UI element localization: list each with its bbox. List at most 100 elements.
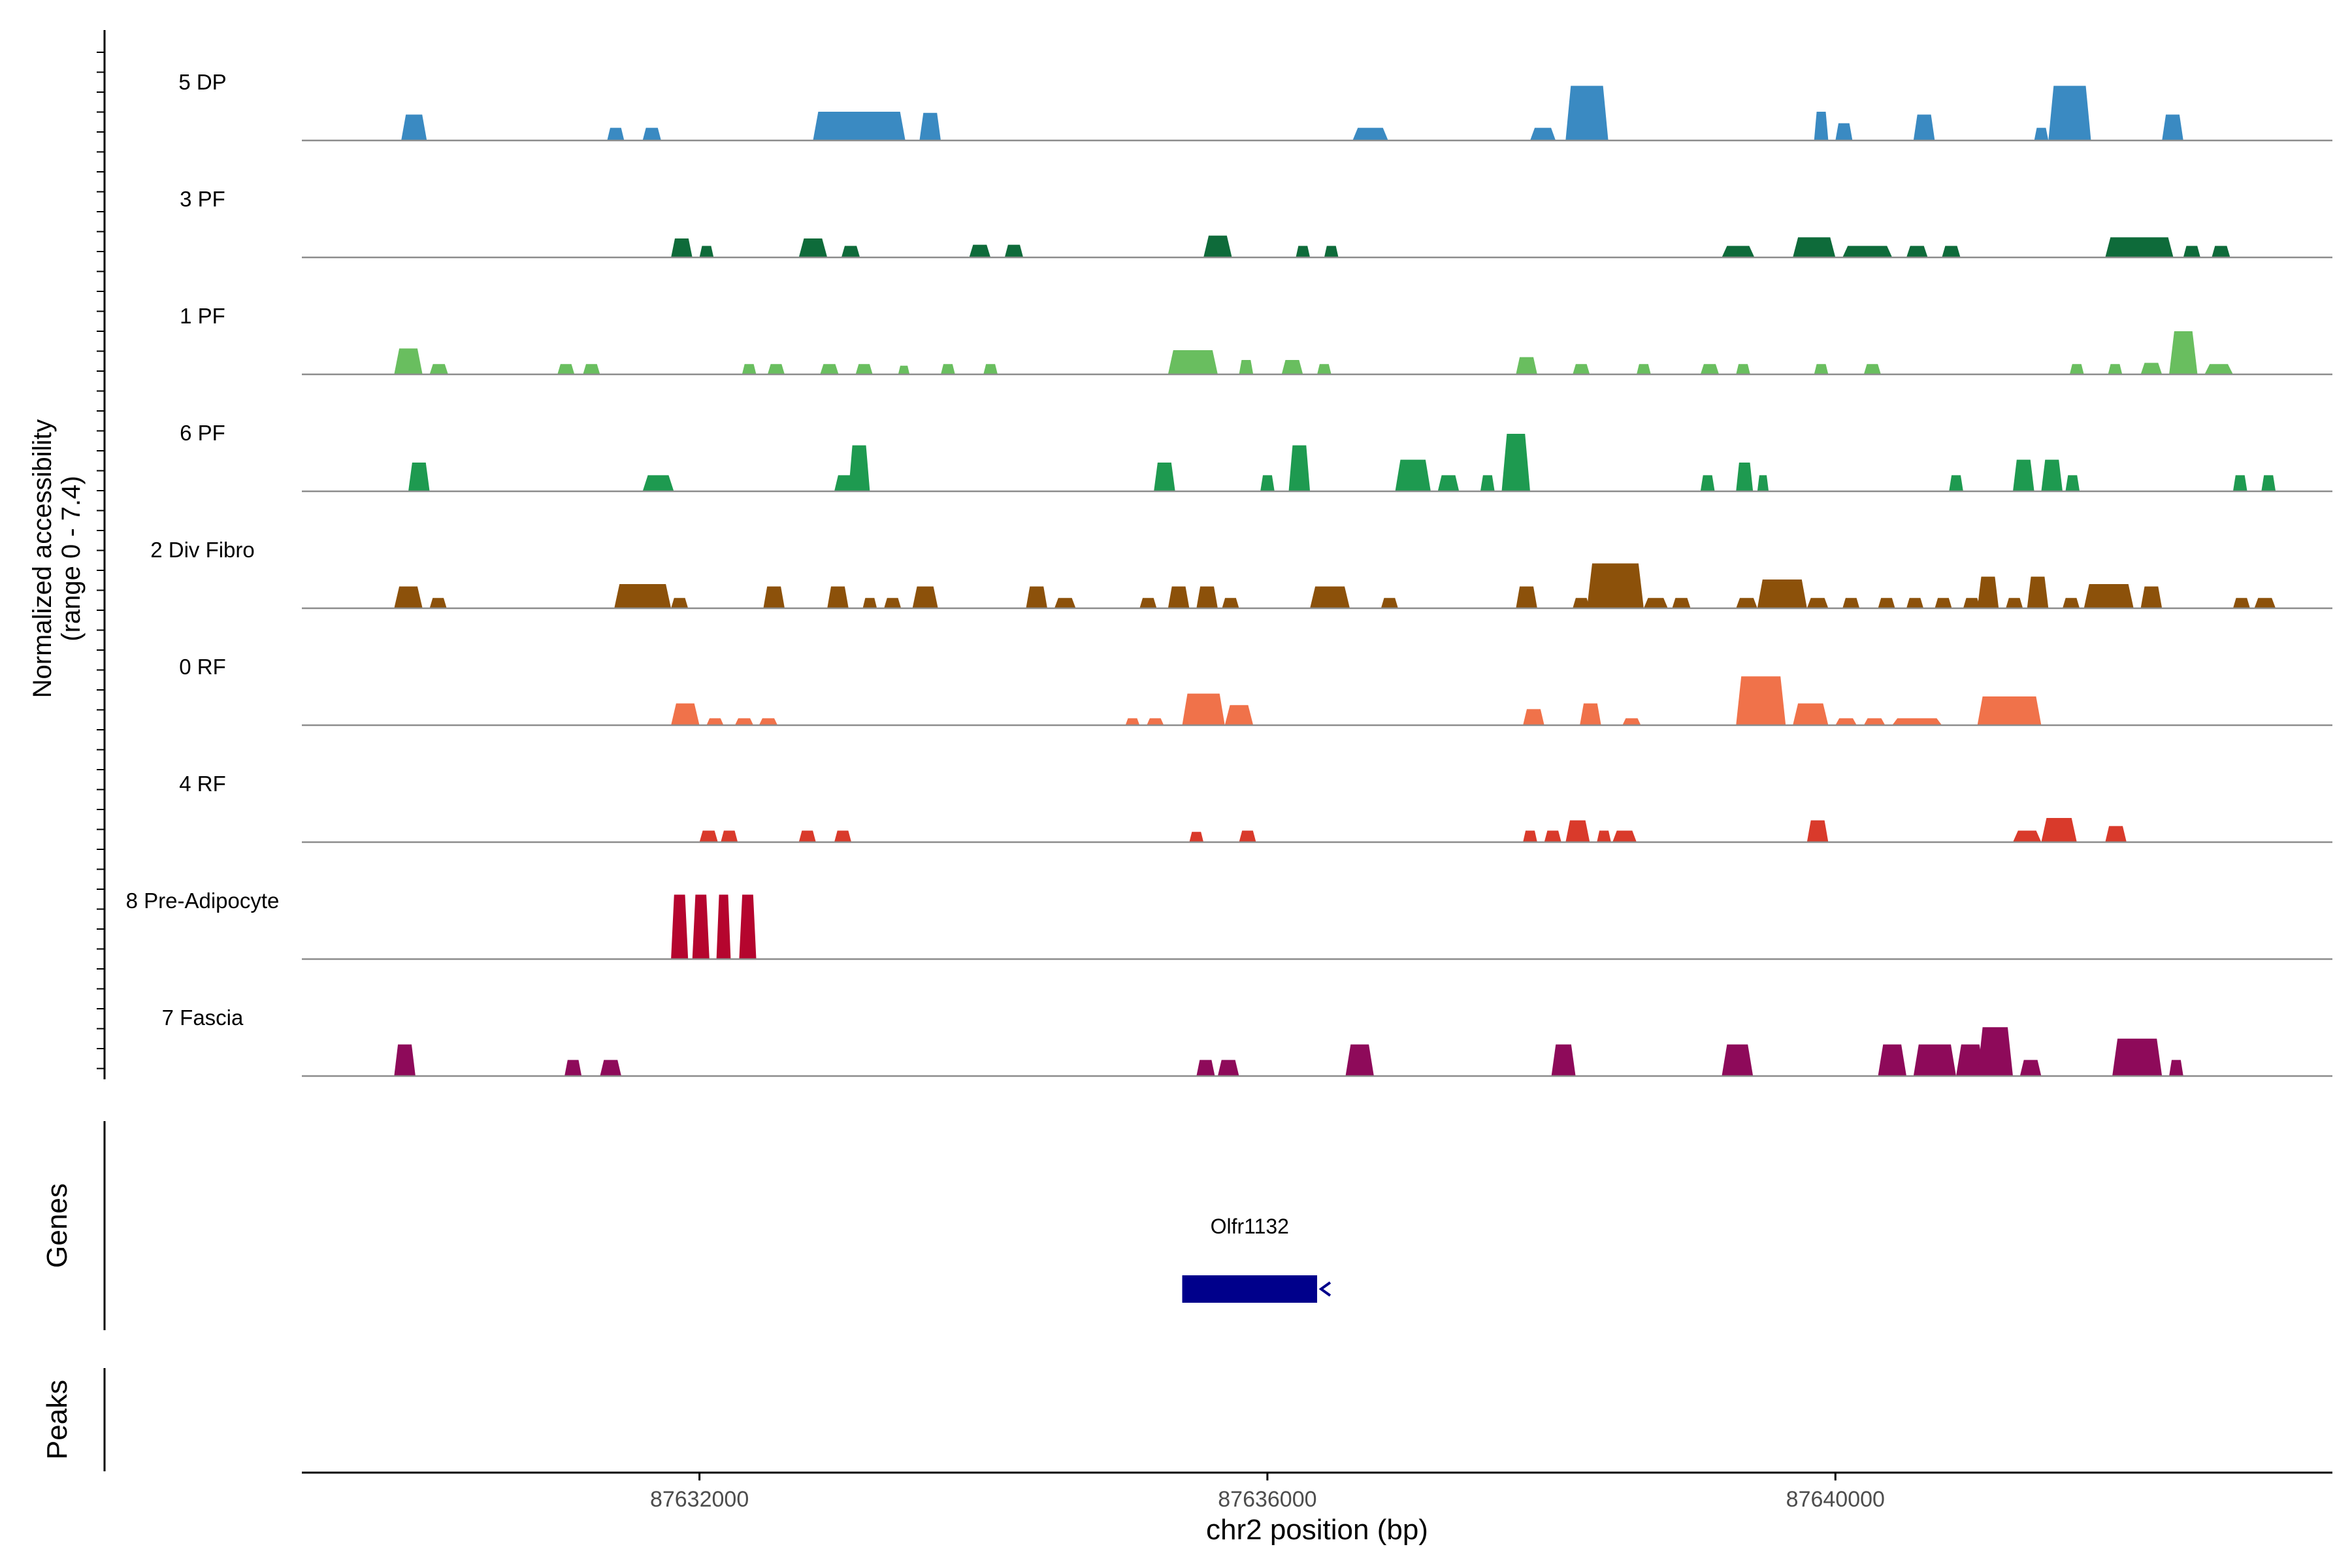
accessibility-peak	[2108, 364, 2123, 374]
accessibility-peak	[394, 348, 423, 374]
accessibility-peak	[734, 718, 754, 725]
accessibility-peak	[716, 894, 731, 959]
accessibility-peak	[1147, 718, 1164, 725]
track: 5 DP	[178, 70, 2332, 142]
accessibility-peak	[1288, 445, 1311, 491]
accessibility-peak	[2204, 364, 2233, 374]
accessibility-peak	[2162, 114, 2183, 140]
accessibility-peak	[827, 586, 849, 608]
accessibility-peak	[1842, 246, 1893, 257]
accessibility-peak	[2065, 475, 2080, 491]
accessibility-peak	[2169, 331, 2198, 374]
accessibility-peak	[1722, 1044, 1754, 1076]
accessibility-peak	[912, 586, 938, 608]
track-label: 7 Fascia	[162, 1005, 244, 1030]
accessibility-peak	[1565, 86, 1609, 140]
accessibility-peak	[564, 1060, 582, 1076]
accessibility-peak	[1154, 463, 1175, 491]
accessibility-peak	[671, 238, 693, 257]
accessibility-peak	[1672, 598, 1691, 608]
accessibility-peak	[1736, 463, 1754, 491]
accessibility-peak	[2140, 586, 2163, 608]
accessibility-peak	[1587, 563, 1644, 608]
accessibility-peak	[820, 364, 839, 374]
accessibility-peak	[1863, 364, 1881, 374]
accessibility-peak	[1260, 475, 1275, 491]
accessibility-peak	[1380, 598, 1398, 608]
track: 1 PF	[180, 304, 2332, 376]
accessibility-peak	[1722, 246, 1755, 257]
accessibility-peak	[408, 463, 430, 491]
accessibility-peak	[2105, 826, 2127, 842]
accessibility-peak	[1224, 705, 1254, 725]
accessibility-peak	[2105, 237, 2174, 257]
accessibility-peak	[706, 718, 724, 725]
accessibility-peak	[1949, 475, 1963, 491]
accessibility-peak	[1222, 598, 1239, 608]
accessibility-peak	[1565, 820, 1590, 842]
track: 4 RF	[179, 772, 2332, 843]
accessibility-peak	[884, 598, 902, 608]
accessibility-peak	[1736, 598, 1757, 608]
track: 6 PF	[180, 421, 2332, 493]
accessibility-peak	[699, 246, 714, 257]
accessibility-peak	[607, 127, 625, 140]
accessibility-peak	[1196, 1060, 1215, 1076]
accessibility-peak	[614, 584, 672, 608]
accessibility-peak	[394, 586, 423, 608]
accessibility-peak	[1913, 1044, 1956, 1076]
track: 7 Fascia	[162, 1005, 2332, 1077]
accessibility-peak	[739, 894, 757, 959]
track: 3 PF	[180, 187, 2332, 259]
accessibility-peak	[2034, 127, 2049, 140]
accessibility-peak	[1906, 246, 1928, 257]
accessibility-peak	[1573, 364, 1590, 374]
track-label: 5 DP	[178, 70, 226, 94]
coverage-y-ticks	[97, 52, 105, 1070]
accessibility-peak	[1139, 598, 1157, 608]
accessibility-peak	[2041, 459, 2063, 491]
track: 8 Pre-Adipocyte	[126, 889, 2332, 960]
y-axis-label-line1: Normalized accessibility	[28, 419, 57, 698]
accessibility-peak	[1437, 475, 1460, 491]
coverage-tracks: 5 DP 3 PF 1 PF 6 PF 2 Div Fibro 0 RF 4 RF 8 Pre…	[126, 70, 2332, 1077]
accessibility-peak	[898, 365, 910, 374]
accessibility-peak	[2063, 598, 2080, 608]
accessibility-peak	[841, 246, 860, 257]
accessibility-peak	[2027, 576, 2049, 608]
accessibility-peak	[1054, 598, 1076, 608]
accessibility-peak	[759, 718, 778, 725]
genes-panel-label: Genes	[41, 1183, 73, 1268]
accessibility-peak	[1551, 1044, 1576, 1076]
accessibility-peak	[1501, 434, 1530, 491]
accessibility-peak	[600, 1060, 621, 1076]
accessibility-peak	[1125, 718, 1140, 725]
gene-body	[1182, 1275, 1317, 1303]
accessibility-peak	[919, 112, 941, 140]
accessibility-peak	[1168, 586, 1190, 608]
accessibility-peak	[2041, 818, 2077, 842]
peaks-panel-label: Peaks	[41, 1380, 73, 1460]
accessibility-peak	[1310, 586, 1350, 608]
accessibility-peak	[1516, 357, 1537, 374]
accessibility-peak	[1878, 1044, 1906, 1076]
accessibility-peak	[1480, 475, 1495, 491]
accessibility-peak	[798, 830, 816, 842]
accessibility-peak	[1956, 1044, 1985, 1076]
accessibility-peak	[1622, 718, 1641, 725]
accessibility-peak	[1835, 718, 1857, 725]
accessibility-peak	[1963, 598, 1980, 608]
accessibility-peak	[2006, 598, 2023, 608]
accessibility-peak	[2112, 1038, 2163, 1076]
accessibility-peak	[671, 703, 700, 725]
accessibility-peak	[2169, 1060, 2183, 1076]
accessibility-peak	[2019, 1060, 2042, 1076]
accessibility-peak	[1523, 830, 1537, 842]
accessibility-peak	[1281, 360, 1303, 374]
accessibility-peak	[1580, 703, 1601, 725]
accessibility-peak	[642, 127, 661, 140]
accessibility-peak	[583, 364, 600, 374]
accessibility-peak	[1736, 676, 1786, 725]
accessibility-peak	[1217, 1060, 1239, 1076]
accessibility-peak	[671, 598, 689, 608]
